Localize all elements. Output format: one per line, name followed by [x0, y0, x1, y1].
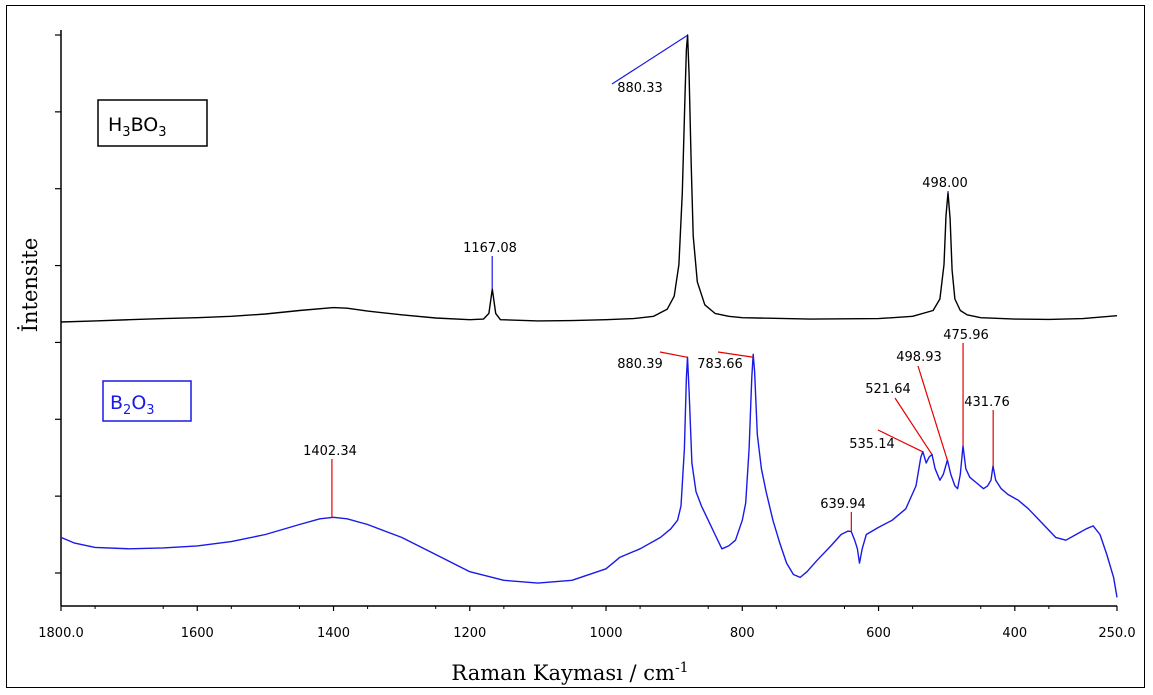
peak-marker-line [877, 429, 923, 453]
x-tick-label: 400 [1002, 626, 1027, 641]
peak-label: 498.93 [896, 350, 942, 365]
x-tick-label: 600 [866, 626, 891, 641]
x-tick-label: 1400 [317, 626, 350, 641]
series-line-b2o3 [60, 353, 1118, 598]
peak-label: 498.00 [922, 176, 968, 191]
legend-b2o3-text: B2O3 [110, 392, 155, 418]
x-tick-label: 800 [730, 626, 755, 641]
peak-marker-line [717, 351, 754, 358]
x-ticks: 1800.0 1600 1400 1200 1000 800 600 400 250.0 [38, 606, 1136, 641]
peak-marker-line [894, 397, 933, 455]
legend-b2o3: B2O3 [102, 380, 192, 422]
peak-marker-line [659, 351, 688, 358]
x-tick-label: 1200 [453, 626, 486, 641]
legend-h3bo3-box [97, 99, 208, 147]
peak-label: 783.66 [697, 357, 743, 372]
x-tick-label: 1600 [181, 626, 214, 641]
series-line-h3bo3 [60, 34, 1118, 323]
x-tick-label: 1000 [589, 626, 622, 641]
peak-label: 1402.34 [303, 444, 357, 459]
legend-h3bo3: H3BO3 [97, 99, 208, 147]
peak-label: 431.76 [964, 395, 1010, 410]
x-tick-label: 1800.0 [38, 626, 84, 641]
peak-label: 880.39 [617, 357, 663, 372]
axes: 1800.0 1600 1400 1200 1000 800 600 400 250.0 [38, 30, 1136, 641]
peak-label: 521.64 [865, 382, 911, 397]
y-axis-title: İntensite [18, 238, 42, 333]
peak-label: 880.33 [617, 81, 663, 96]
peak-label: 535.14 [849, 437, 895, 452]
x-tick-label: 250.0 [1098, 626, 1135, 641]
y-ticks [55, 34, 61, 574]
legend-h3bo3-text: H3BO3 [108, 114, 167, 140]
peak-label: 639.94 [820, 497, 866, 512]
series-layer [60, 34, 1118, 598]
chart-frame [6, 5, 1145, 688]
x-axis-title: Raman Kayması / cm-1 [451, 660, 688, 685]
peak-annotations: 1167.08 880.33 498.00 1402.34 880.39 783.66 63… [303, 34, 1010, 532]
peak-label: 1167.08 [463, 241, 517, 256]
legend-b2o3-box [102, 380, 192, 422]
peak-marker-line [611, 34, 688, 85]
peak-label: 475.96 [943, 328, 989, 343]
peak-marker-line [917, 365, 948, 461]
